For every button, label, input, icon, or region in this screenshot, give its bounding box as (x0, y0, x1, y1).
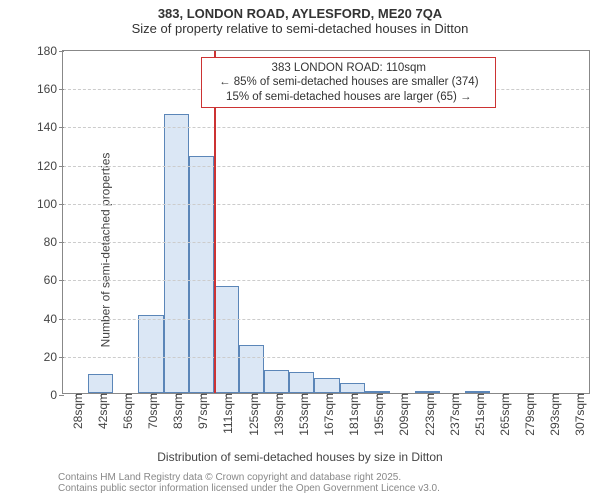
y-tick: 100 (37, 197, 63, 211)
histogram-bar (314, 378, 339, 393)
x-tick-label: 111sqm (217, 393, 235, 434)
y-tick: 40 (44, 312, 63, 326)
x-tick-label: 28sqm (67, 393, 85, 429)
title-address: 383, LONDON ROAD, AYLESFORD, ME20 7QA (0, 6, 600, 21)
title-subtitle: Size of property relative to semi-detach… (0, 21, 600, 36)
bar-slot: 293sqm (541, 51, 566, 393)
histogram-bar (164, 114, 189, 393)
x-tick-label: 251sqm (469, 393, 487, 436)
x-tick-label: 181sqm (343, 393, 361, 436)
gridline (63, 357, 589, 358)
chart-title: 383, LONDON ROAD, AYLESFORD, ME20 7QA Si… (0, 6, 600, 36)
histogram-bar (264, 370, 289, 393)
x-tick-label: 265sqm (494, 393, 512, 436)
y-tick: 20 (44, 350, 63, 364)
bar-slot: 42sqm (88, 51, 113, 393)
x-tick-label: 56sqm (117, 393, 135, 429)
bar-slot: 307sqm (566, 51, 591, 393)
y-tick: 0 (50, 388, 63, 402)
histogram-bar (88, 374, 113, 393)
y-tick: 180 (37, 44, 63, 58)
gridline (63, 280, 589, 281)
y-tick: 160 (37, 82, 63, 96)
x-tick-label: 97sqm (192, 393, 210, 429)
x-tick-label: 167sqm (318, 393, 336, 436)
x-tick-label: 279sqm (519, 393, 537, 436)
x-tick-label: 42sqm (92, 393, 110, 429)
annotation-line: 15% of semi-detached houses are larger (… (208, 90, 489, 104)
histogram-bar (340, 383, 365, 393)
histogram-bar (138, 315, 163, 393)
bar-slot: 70sqm (138, 51, 163, 393)
histogram-bar (239, 345, 264, 393)
y-tick: 60 (44, 273, 63, 287)
x-tick-label: 153sqm (293, 393, 311, 436)
annotation-line: 383 LONDON ROAD: 110sqm (208, 61, 489, 75)
x-tick-label: 209sqm (393, 393, 411, 436)
x-tick-label: 70sqm (142, 393, 160, 429)
x-tick-label: 83sqm (167, 393, 185, 429)
y-tick: 120 (37, 159, 63, 173)
property-size-histogram: 383, LONDON ROAD, AYLESFORD, ME20 7QA Si… (0, 0, 600, 500)
y-tick: 80 (44, 235, 63, 249)
gridline (63, 166, 589, 167)
bar-slot: 56sqm (113, 51, 138, 393)
bar-slot: 279sqm (516, 51, 541, 393)
annotation-box: 383 LONDON ROAD: 110sqm← 85% of semi-det… (201, 57, 496, 108)
attribution-line: Contains HM Land Registry data © Crown c… (58, 472, 440, 483)
gridline (63, 319, 589, 320)
x-tick-label: 237sqm (444, 393, 462, 436)
gridline (63, 242, 589, 243)
x-tick-label: 139sqm (268, 393, 286, 436)
y-tick: 140 (37, 120, 63, 134)
attribution-block: Contains HM Land Registry data © Crown c… (58, 472, 440, 494)
x-tick-label: 223sqm (419, 393, 437, 436)
bar-slot: 83sqm (164, 51, 189, 393)
histogram-bar (289, 372, 314, 393)
gridline (63, 127, 589, 128)
histogram-bar (214, 286, 239, 393)
annotation-line: ← 85% of semi-detached houses are smalle… (208, 75, 489, 89)
plot-area: 28sqm42sqm56sqm70sqm83sqm97sqm111sqm125s… (62, 50, 590, 394)
x-tick-label: 293sqm (544, 393, 562, 436)
x-axis-label: Distribution of semi-detached houses by … (0, 450, 600, 464)
gridline (63, 204, 589, 205)
attribution-line: Contains public sector information licen… (58, 483, 440, 494)
x-tick-label: 307sqm (569, 393, 587, 436)
bar-slot: 28sqm (63, 51, 88, 393)
x-tick-label: 125sqm (243, 393, 261, 436)
x-tick-label: 195sqm (368, 393, 386, 436)
